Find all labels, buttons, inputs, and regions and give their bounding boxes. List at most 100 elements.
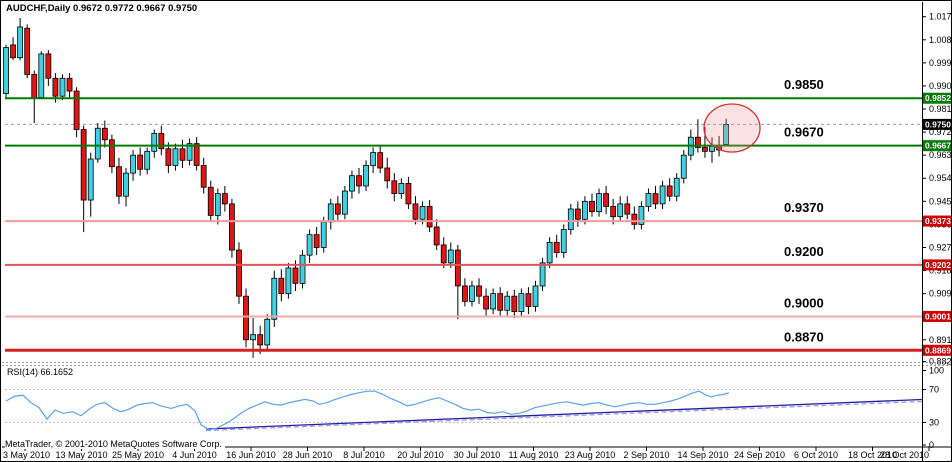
price-badge bbox=[923, 344, 951, 356]
candle-bear bbox=[702, 147, 708, 152]
price-badge bbox=[923, 92, 951, 104]
candle-bull bbox=[271, 277, 278, 320]
candle-bear bbox=[45, 53, 52, 79]
candle-bear bbox=[603, 193, 609, 207]
price-badge-label: 0.9852 bbox=[925, 93, 951, 103]
candle-bull bbox=[151, 132, 158, 152]
price-badge bbox=[923, 118, 951, 130]
candle-bear bbox=[525, 293, 532, 307]
candle-bull bbox=[59, 77, 66, 97]
candle-bull bbox=[214, 193, 221, 216]
price-badge bbox=[923, 259, 951, 271]
date-label: 18 Oct 2010 bbox=[848, 450, 897, 460]
candle-bear bbox=[292, 267, 299, 284]
candle-bear bbox=[229, 203, 235, 251]
date-label: 28 Jun 2010 bbox=[283, 450, 333, 460]
candle-bull bbox=[596, 193, 602, 212]
candle-bear bbox=[236, 249, 242, 297]
price-badge-label: 0.9667 bbox=[925, 141, 951, 151]
candle-bull bbox=[38, 53, 45, 98]
candle-bear bbox=[165, 148, 172, 166]
candle-bear bbox=[476, 285, 482, 297]
candle-bear bbox=[221, 193, 228, 205]
date-label: 16 Jun 2010 bbox=[226, 450, 276, 460]
candle-bear bbox=[257, 334, 264, 346]
date-label: 3 May 2010 bbox=[3, 450, 50, 460]
candle-bear bbox=[483, 295, 489, 310]
candle-bull bbox=[638, 206, 645, 225]
candle-bull bbox=[94, 127, 101, 160]
candle-bull bbox=[349, 175, 355, 192]
candle-bull bbox=[680, 154, 687, 179]
date-label: 28 Oct 2010 bbox=[880, 450, 929, 460]
rsi-tick-label: 100 bbox=[929, 366, 944, 376]
date-label: 25 May 2010 bbox=[112, 450, 164, 460]
candle-bull bbox=[419, 206, 426, 220]
candle-bear bbox=[334, 203, 341, 215]
price-badge bbox=[923, 310, 951, 322]
candle-bull bbox=[673, 177, 680, 197]
candle-bear bbox=[243, 295, 249, 341]
candle-bear bbox=[101, 127, 108, 141]
candle-bear bbox=[652, 193, 659, 205]
candle-bull bbox=[123, 172, 129, 197]
candle-bull bbox=[504, 295, 511, 311]
candle-bull bbox=[582, 200, 588, 220]
candle-bull bbox=[87, 158, 94, 201]
candle-bull bbox=[546, 241, 553, 264]
rsi-line bbox=[5, 390, 730, 431]
price-badge-label: 0.9202 bbox=[925, 260, 951, 270]
candle-bear bbox=[137, 154, 144, 170]
rsi-tick-label: 30 bbox=[929, 417, 939, 427]
candle-bull bbox=[567, 208, 574, 230]
candle-bull bbox=[645, 193, 652, 207]
candle-bear bbox=[631, 213, 638, 225]
candle-bear bbox=[694, 136, 701, 148]
candle-bull bbox=[130, 154, 136, 174]
candle-bear bbox=[666, 185, 673, 197]
date-label: 11 Aug 2010 bbox=[509, 450, 559, 460]
candle-bull bbox=[250, 334, 257, 341]
price-badge-label: 0.9001 bbox=[925, 311, 951, 321]
candle-bear bbox=[391, 180, 398, 195]
price-tick-label: 1.0170 bbox=[929, 12, 952, 22]
date-label: 6 Oct 2010 bbox=[794, 450, 838, 460]
candle-bear bbox=[405, 182, 412, 205]
level-label: 0.9370 bbox=[784, 200, 824, 215]
candle-bear bbox=[179, 148, 186, 161]
candle-bull bbox=[518, 293, 525, 312]
candle-bear bbox=[624, 203, 631, 215]
rsi-indicator-label: RSI(14) 66.1652 bbox=[7, 367, 74, 377]
candle-bull bbox=[447, 249, 454, 264]
candle-bear bbox=[384, 167, 391, 182]
candle-bear bbox=[426, 206, 433, 228]
candle-bull bbox=[532, 285, 539, 307]
price-badge-label: 0.9373 bbox=[925, 216, 951, 226]
price-badge-label: 0.9750 bbox=[925, 119, 951, 129]
candle-bull bbox=[659, 185, 666, 205]
candle-bull bbox=[560, 229, 567, 254]
candle-bull bbox=[723, 124, 730, 145]
candle-bear bbox=[461, 285, 468, 302]
date-label: 13 May 2010 bbox=[55, 450, 107, 460]
chart-title: AUDCHF,Daily 0.9672 0.9772 0.9667 0.9750 bbox=[6, 3, 198, 14]
candle-bull bbox=[341, 190, 348, 215]
price-badge bbox=[923, 215, 951, 227]
date-label: 20 Jul 2010 bbox=[397, 450, 444, 460]
candle-bear bbox=[116, 166, 122, 197]
price-tick-label: 0.8825 bbox=[929, 357, 952, 367]
date-label: 14 Sep 2010 bbox=[677, 450, 728, 460]
rsi-tick-label: 0 bbox=[929, 440, 934, 450]
